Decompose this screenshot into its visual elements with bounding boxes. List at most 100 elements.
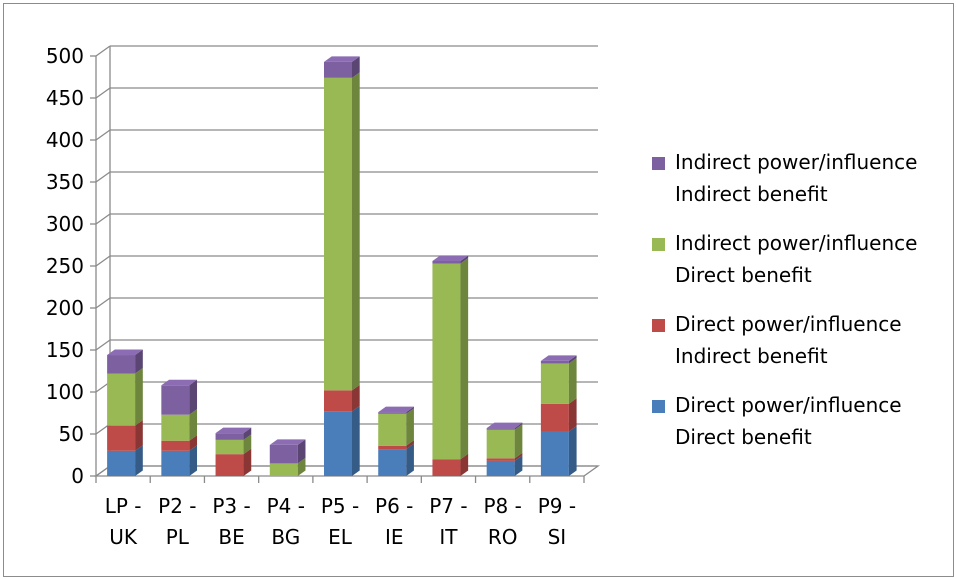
bar-segment <box>378 443 414 476</box>
bar-front <box>432 263 461 460</box>
bar-side <box>135 368 143 426</box>
bar-segment <box>486 422 523 430</box>
bar-segment <box>161 409 198 441</box>
bar-front <box>540 431 569 476</box>
bar-front <box>161 414 190 441</box>
x-tick-label: P8 - <box>483 494 521 518</box>
axes <box>90 46 601 483</box>
legend-label-line2: Indirect benefit <box>675 344 828 368</box>
x-tick-label-line2: UK <box>109 525 138 549</box>
x-tick-label-line2: EL <box>328 525 353 549</box>
gridline-connector <box>95 45 111 57</box>
bar-top <box>107 349 143 356</box>
bar-side <box>460 453 469 476</box>
bar-segment <box>269 439 306 464</box>
bar-top <box>432 255 469 261</box>
bar-segment <box>324 72 360 391</box>
bar-top <box>540 355 577 361</box>
legend-label-line2: Direct benefit <box>675 425 812 449</box>
y-tick-label: 500 <box>46 44 84 68</box>
bar-side <box>406 408 414 446</box>
bar-side <box>568 425 577 476</box>
bar-segment <box>215 448 252 476</box>
legend-entry: Indirect power/influence Direct benefit <box>652 231 917 287</box>
bar-side <box>514 424 523 459</box>
bar-side <box>352 56 360 78</box>
gridline-connector <box>95 297 111 309</box>
y-tick-label: 150 <box>46 338 84 362</box>
bar-side <box>406 443 414 476</box>
chart-frame: 0 50 100 150 200 250 300 350 400 450 500 LP - UK P2 … <box>3 3 954 577</box>
bar-front <box>161 450 190 476</box>
y-tick-label: 350 <box>46 170 84 194</box>
bar-side <box>243 427 252 440</box>
x-tick-labels: LP - UK P2 - PL P3 - BE P4 - BG P5 - EL P6 - IE P7 -… <box>105 494 576 549</box>
bar-segment <box>324 405 360 476</box>
legend-swatch <box>652 238 665 251</box>
gridline-connector <box>95 255 111 267</box>
x-tick-label: P3 - <box>212 494 250 518</box>
y-tick-label: 300 <box>46 212 84 236</box>
bar-side <box>460 257 469 460</box>
bar-front <box>161 440 190 451</box>
bar-front <box>269 463 298 476</box>
bar-front <box>540 403 569 432</box>
y-tick-label: 100 <box>46 380 84 404</box>
bar-side <box>243 434 252 455</box>
y-tick-label: 450 <box>46 86 84 110</box>
legend-entry: Indirect power/influence Indirect benefit <box>652 150 917 206</box>
legend-label-line1: Direct power/influence <box>675 393 902 417</box>
bar-side <box>514 422 523 430</box>
bar-segment <box>432 257 469 460</box>
x-tick-label-line2: IT <box>439 525 458 549</box>
bar-top <box>269 439 306 445</box>
bar-side <box>135 349 143 374</box>
y-tick-label: 250 <box>46 254 84 278</box>
x-tick-label: P5 - <box>321 494 359 518</box>
bar-front <box>107 425 136 451</box>
y-tick-label: 0 <box>71 464 84 488</box>
bar-segment <box>540 398 577 432</box>
bar-side <box>568 355 577 364</box>
x-tick-label-line2: IE <box>385 525 404 549</box>
x-tick-label-line2: BE <box>218 525 244 549</box>
bar-side <box>352 405 360 476</box>
gridline-connector <box>95 87 111 99</box>
bar-side <box>460 255 469 264</box>
bar-segment <box>432 255 469 264</box>
legend-label-line1: Direct power/influence <box>675 312 902 336</box>
bar-top <box>324 56 360 62</box>
bar-segment <box>107 349 143 374</box>
bar-front <box>378 413 407 446</box>
x-tick-label: P9 - <box>538 494 576 518</box>
stacked-bar-chart: 0 50 100 150 200 250 300 350 400 450 500 LP - UK P2 … <box>46 44 918 549</box>
bar-front <box>540 363 569 404</box>
bar-side <box>406 406 414 414</box>
gridline-connector <box>95 129 111 141</box>
x-tick-label: P2 - <box>158 494 196 518</box>
bar-side <box>189 445 198 476</box>
bar-top <box>215 427 252 434</box>
legend-entry: Direct power/influence Direct benefit <box>652 393 902 449</box>
bar-front <box>486 429 515 459</box>
bar-segment <box>107 445 143 476</box>
gridline-connector <box>95 339 111 351</box>
x-tick-label: P4 - <box>267 494 305 518</box>
y-tick-label: 50 <box>59 422 84 446</box>
bar-front <box>215 439 244 455</box>
bar-front <box>486 428 515 430</box>
y-tick-label: 200 <box>46 296 84 320</box>
bar-segment <box>107 368 143 426</box>
legend-swatch <box>652 157 665 170</box>
bar-segment <box>269 457 306 476</box>
bar-segment <box>486 424 523 459</box>
bar-top <box>161 379 198 386</box>
bar-side <box>297 457 306 476</box>
bar-side <box>514 455 523 476</box>
legend-swatch <box>652 400 665 413</box>
bar-front <box>324 61 352 78</box>
bar-front <box>161 385 190 415</box>
bar-front <box>540 360 569 364</box>
bar-segment <box>540 425 577 476</box>
bar-side <box>189 435 198 451</box>
